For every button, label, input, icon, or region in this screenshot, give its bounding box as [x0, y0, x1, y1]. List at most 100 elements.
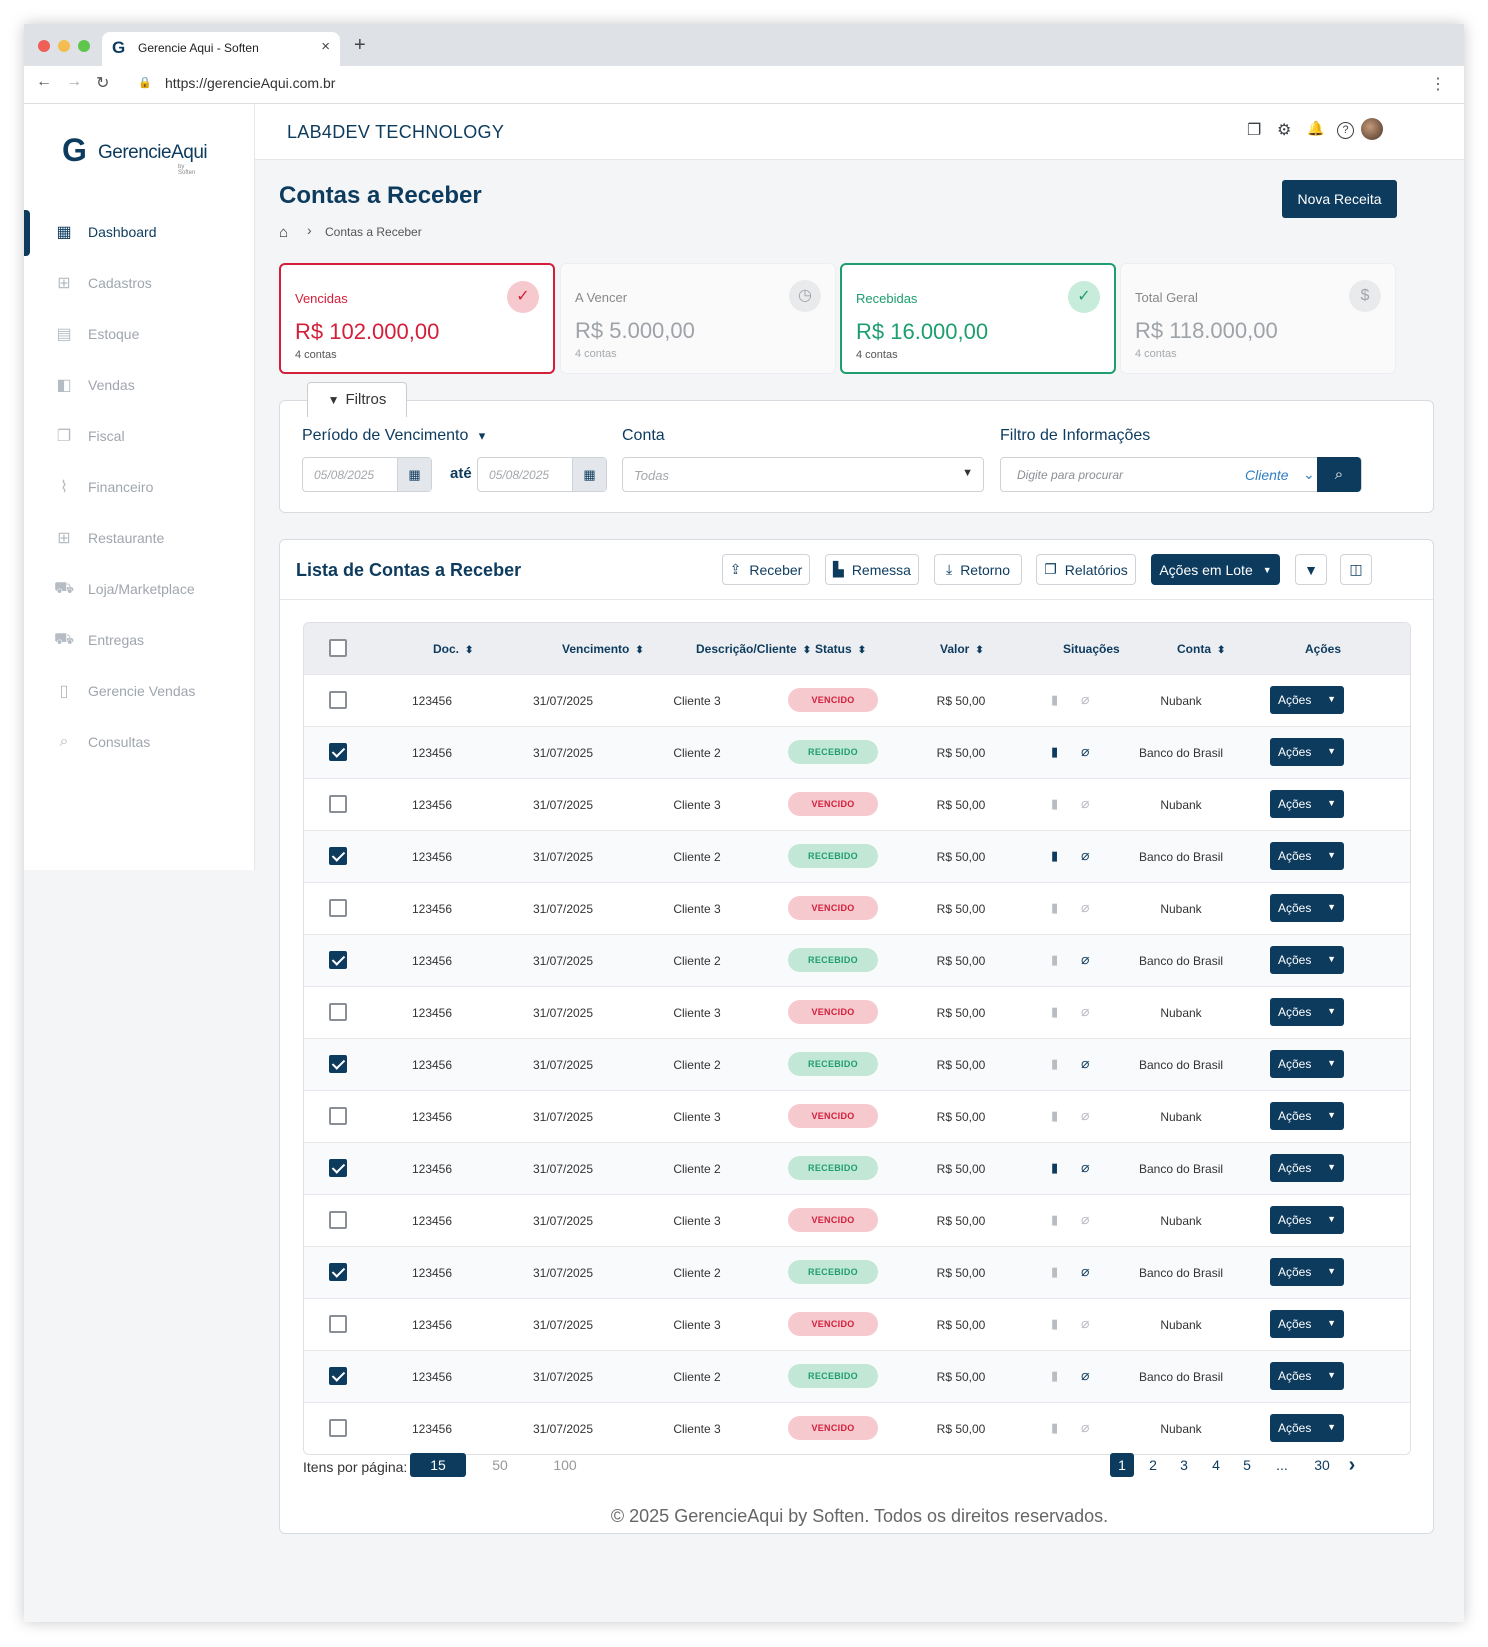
row-checkbox[interactable]	[329, 1055, 347, 1073]
browser-tab[interactable]: G Gerencie Aqui - Soften ×	[102, 32, 340, 66]
row-actions-button[interactable]: Ações ▼	[1270, 842, 1344, 870]
retorno-button[interactable]: ⤓ Retorno	[934, 554, 1022, 585]
sort-icon[interactable]: ⬍	[802, 645, 812, 656]
receber-button[interactable]: ⇪ Receber	[722, 554, 810, 585]
paperclip-icon[interactable]: ⌀	[1081, 1419, 1090, 1435]
document-icon[interactable]: ▮	[1051, 848, 1059, 863]
row-checkbox[interactable]	[329, 1263, 347, 1281]
row-actions-button[interactable]: Ações ▼	[1270, 1206, 1344, 1234]
sidebar-item-entregas[interactable]: ⛟ Entregas	[24, 614, 254, 665]
row-checkbox[interactable]	[329, 1107, 347, 1125]
column-header[interactable]: Doc. ⬍	[433, 642, 473, 656]
page-link[interactable]: 2	[1149, 1457, 1157, 1473]
row-actions-button[interactable]: Ações ▼	[1270, 1258, 1344, 1286]
column-header[interactable]: Conta ⬍	[1177, 642, 1225, 656]
sidebar-item-financeiro[interactable]: ⌇ Financeiro	[24, 461, 254, 512]
paperclip-icon[interactable]: ⌀	[1081, 951, 1090, 967]
batch-actions-button[interactable]: Ações em Lote ▼	[1151, 554, 1280, 585]
period-label[interactable]: Período de Vencimento ▾	[302, 427, 485, 445]
paperclip-icon[interactable]: ⌀	[1081, 1263, 1090, 1279]
calendar-icon[interactable]: ▦	[397, 458, 431, 491]
chevron-down-icon[interactable]: ⌄	[1303, 466, 1315, 482]
page-link[interactable]: 30	[1314, 1457, 1330, 1473]
close-tab-icon[interactable]: ×	[321, 38, 330, 55]
row-actions-button[interactable]: Ações ▼	[1270, 1154, 1344, 1182]
paperclip-icon[interactable]: ⌀	[1081, 847, 1090, 863]
row-checkbox[interactable]	[329, 795, 347, 813]
sidebar-item-loja-marketplace[interactable]: ⛟ Loja/Marketplace	[24, 563, 254, 614]
row-actions-button[interactable]: Ações ▼	[1270, 790, 1344, 818]
select-all-checkbox[interactable]	[329, 639, 347, 657]
row-checkbox[interactable]	[329, 899, 347, 917]
search-type-select[interactable]: Cliente	[1245, 467, 1289, 483]
document-icon[interactable]: ▮	[1051, 1316, 1059, 1331]
row-actions-button[interactable]: Ações ▼	[1270, 1102, 1344, 1130]
sidebar-item-vendas[interactable]: ◧ Vendas	[24, 359, 254, 410]
new-tab-icon[interactable]: +	[354, 34, 366, 56]
row-checkbox[interactable]	[329, 691, 347, 709]
document-icon[interactable]: ▮	[1051, 796, 1059, 811]
sidebar-item-cadastros[interactable]: ⊞ Cadastros	[24, 257, 254, 308]
row-checkbox[interactable]	[329, 1211, 347, 1229]
document-icon[interactable]: ▮	[1051, 1108, 1059, 1123]
remessa-button[interactable]: ▙ Remessa	[825, 554, 919, 585]
sort-icon[interactable]: ⬍	[857, 645, 867, 656]
sidebar-item-dashboard[interactable]: ▦ Dashboard	[24, 206, 254, 257]
paperclip-icon[interactable]: ⌀	[1081, 1315, 1090, 1331]
close-window-dot[interactable]	[38, 40, 50, 52]
sort-icon[interactable]: ⬍	[1217, 645, 1226, 656]
row-checkbox[interactable]	[329, 951, 347, 969]
row-checkbox[interactable]	[329, 1159, 347, 1177]
sidebar-item-gerencie-vendas[interactable]: ▯ Gerencie Vendas	[24, 665, 254, 716]
row-actions-button[interactable]: Ações ▼	[1270, 1310, 1344, 1338]
paperclip-icon[interactable]: ⌀	[1081, 1211, 1090, 1227]
paperclip-icon[interactable]: ⌀	[1081, 743, 1090, 759]
minimize-window-dot[interactable]	[58, 40, 70, 52]
document-icon[interactable]: ▮	[1051, 952, 1059, 967]
back-icon[interactable]: ←	[36, 73, 52, 90]
search-input[interactable]: Digite para procurar	[1017, 468, 1124, 482]
new-revenue-button[interactable]: Nova Receita	[1282, 180, 1397, 218]
row-actions-button[interactable]: Ações ▼	[1270, 686, 1344, 714]
reload-icon[interactable]: ↻	[96, 75, 110, 92]
date-to-field[interactable]: 05/08/2025 ▦	[477, 457, 607, 492]
document-icon[interactable]: ▮	[1051, 1368, 1059, 1383]
url-field[interactable]: https://gerencieAqui.com.br	[165, 75, 336, 91]
document-icon[interactable]: ▮	[1051, 1212, 1059, 1227]
date-from-field[interactable]: 05/08/2025 ▦	[302, 457, 432, 492]
row-actions-button[interactable]: Ações ▼	[1270, 1362, 1344, 1390]
document-icon[interactable]: ▮	[1051, 744, 1059, 759]
page-link[interactable]: 1	[1110, 1453, 1134, 1477]
search-icon[interactable]: ⌕	[1317, 457, 1361, 492]
row-actions-button[interactable]: Ações ▼	[1270, 998, 1344, 1026]
row-checkbox[interactable]	[329, 1367, 347, 1385]
sort-icon[interactable]: ⬍	[975, 645, 984, 656]
home-icon[interactable]: ⌂	[279, 224, 289, 241]
sidebar-item-consultas[interactable]: ⌕ Consultas	[24, 716, 254, 767]
paperclip-icon[interactable]: ⌀	[1081, 899, 1090, 915]
paperclip-icon[interactable]: ⌀	[1081, 1055, 1090, 1071]
document-icon[interactable]: ▮	[1051, 1056, 1059, 1071]
column-header[interactable]: Descrição/Cliente ⬍	[696, 642, 811, 656]
row-checkbox[interactable]	[329, 1315, 347, 1333]
browser-menu-icon[interactable]: ⋮	[1430, 76, 1446, 93]
column-header[interactable]: Valor ⬍	[940, 642, 984, 656]
sidebar-item-fiscal[interactable]: ❐ Fiscal	[24, 410, 254, 461]
row-actions-button[interactable]: Ações ▼	[1270, 1050, 1344, 1078]
forward-icon[interactable]: →	[66, 73, 82, 90]
help-icon[interactable]: ?	[1337, 122, 1354, 139]
maximize-window-dot[interactable]	[78, 40, 90, 52]
gear-icon[interactable]: ⚙	[1277, 122, 1292, 139]
column-header[interactable]: Vencimento ⬍	[562, 642, 644, 656]
document-icon[interactable]: ▮	[1051, 900, 1059, 915]
page-link[interactable]: 5	[1243, 1457, 1251, 1473]
relatorios-button[interactable]: ❐ Relatórios	[1036, 554, 1136, 585]
paperclip-icon[interactable]: ⌀	[1081, 1107, 1090, 1123]
sidebar-item-estoque[interactable]: ▤ Estoque	[24, 308, 254, 359]
column-header[interactable]: Status ⬍	[815, 642, 866, 656]
row-actions-button[interactable]: Ações ▼	[1270, 946, 1344, 974]
paperclip-icon[interactable]: ⌀	[1081, 795, 1090, 811]
sidebar-item-restaurante[interactable]: ⊞ Restaurante	[24, 512, 254, 563]
per-page-option[interactable]: 50	[492, 1457, 508, 1473]
row-actions-button[interactable]: Ações ▼	[1270, 894, 1344, 922]
